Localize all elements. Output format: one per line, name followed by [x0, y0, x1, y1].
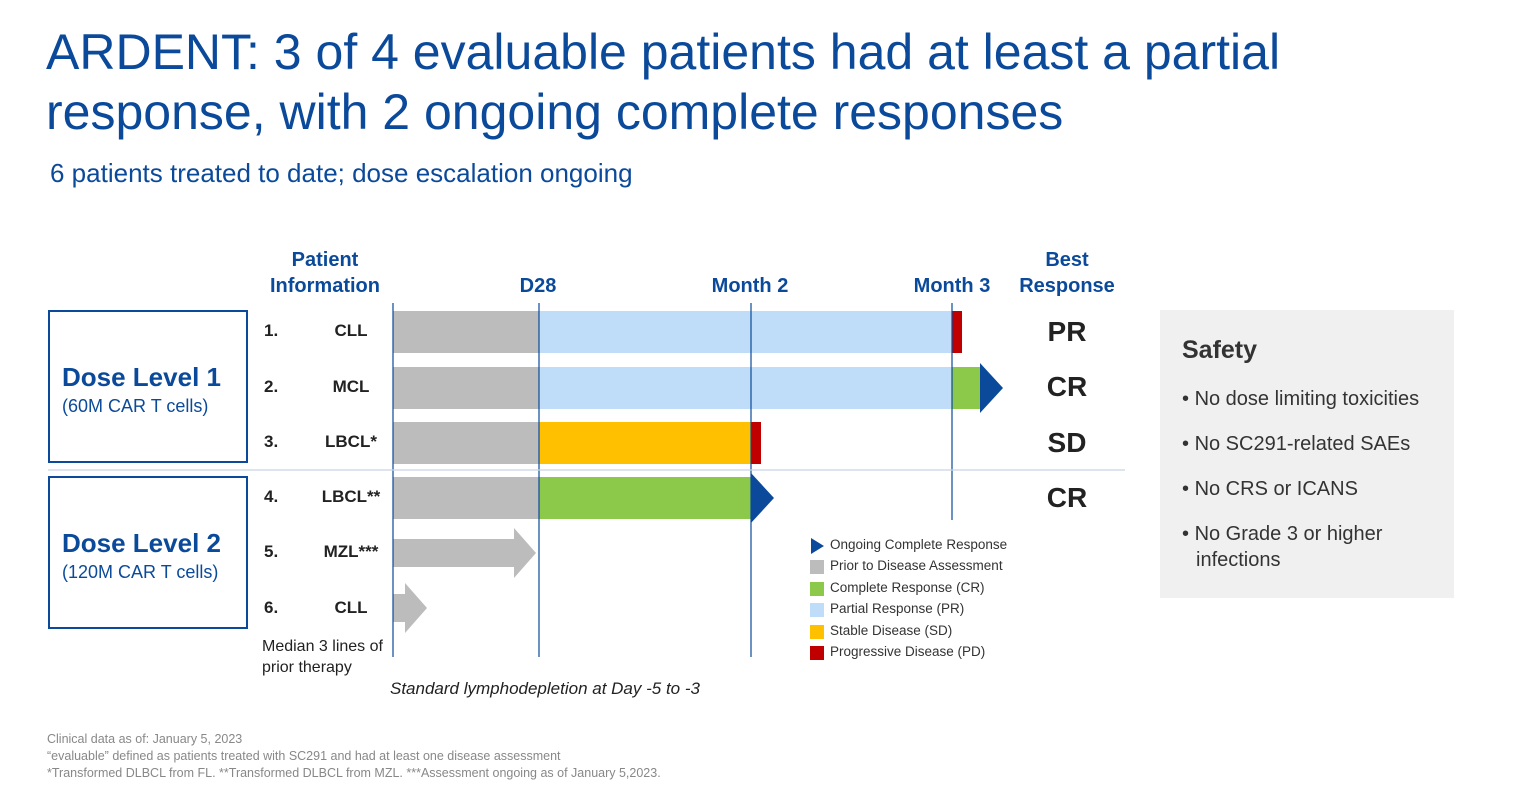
prior-assessment-arrow — [393, 528, 536, 578]
legend-swatch — [810, 645, 824, 660]
patient-number: 4. — [264, 487, 279, 506]
best-response-label: SD — [1047, 427, 1087, 458]
safety-item-text: No Grade 3 or higher infections — [1194, 523, 1383, 571]
safety-item-text: No SC291-related SAEs — [1194, 433, 1411, 455]
header-patient-info: Patient Information — [270, 249, 380, 297]
dose-level-2-name: Dose Level 2 — [62, 528, 221, 558]
safety-title: Safety — [1182, 336, 1258, 364]
complete-response-bar — [539, 477, 751, 519]
page-subtitle: 6 patients treated to date; dose escalat… — [50, 158, 633, 188]
patient-diagnosis: LBCL** — [321, 487, 381, 506]
legend-label: Complete Response (CR) — [830, 579, 985, 595]
dose-level-1-name: Dose Level 1 — [62, 362, 221, 392]
ongoing-response-triangle — [980, 363, 1003, 413]
page-title: ARDENT: 3 of 4 evaluable patients had at… — [46, 24, 1281, 140]
patient-diagnosis: MZL*** — [323, 542, 379, 561]
legend-label: Stable Disease (SD) — [830, 622, 953, 638]
legend-swatch — [810, 603, 824, 618]
header-month2: Month 2 — [711, 275, 789, 297]
legend-label: Progressive Disease (PD) — [830, 643, 986, 659]
header-d28: D28 — [519, 275, 557, 297]
header-best-response: Best Response — [1019, 249, 1115, 297]
progressive-disease-bar — [751, 422, 761, 464]
safety-item: • No Grade 3 or higher infections — [1182, 523, 1383, 571]
prior-assessment-bar — [393, 422, 539, 464]
stable-disease-bar — [539, 422, 751, 464]
patient-number: 1. — [264, 321, 279, 340]
partial-response-bar — [539, 367, 952, 409]
patient-diagnosis: MCL — [332, 377, 370, 396]
best-response-label: PR — [1047, 316, 1087, 347]
legend-swatch — [810, 581, 824, 596]
prior-assessment-bar — [393, 477, 539, 519]
patient-number: 6. — [264, 598, 279, 617]
patient-number: 3. — [264, 432, 279, 451]
safety-item-text: No dose limiting toxicities — [1194, 388, 1420, 410]
dose-level-1-cells: (60M CAR T cells) — [62, 396, 209, 416]
prior-assessment-bar — [393, 311, 539, 353]
legend-label: Prior to Disease Assessment — [830, 558, 1003, 574]
dose-level-2-cells: (120M CAR T cells) — [62, 562, 219, 582]
footnote: Clinical data as of: January 5, 2023 — [47, 732, 243, 746]
best-response-label: CR — [1046, 482, 1088, 513]
partial-response-bar — [539, 311, 952, 353]
dose-level-1-box: Dose Level 1 (60M CAR T cells) — [48, 310, 248, 463]
footnote: “evaluable” defined as patients treated … — [47, 749, 561, 763]
legend-label: Partial Response (PR) — [830, 601, 965, 617]
safety-item: • No SC291-related SAEs — [1182, 433, 1411, 455]
ongoing-response-triangle — [751, 473, 774, 523]
patient-number: 5. — [264, 542, 279, 561]
legend-swatch — [810, 560, 824, 575]
progressive-disease-bar — [952, 311, 962, 353]
safety-item: • No CRS or ICANS — [1182, 478, 1358, 500]
legend-label: Ongoing Complete Response — [830, 537, 1008, 552]
safety-panel: Safety • No dose limiting toxicities • N… — [1160, 310, 1454, 598]
median-prior-therapy-note: Median 3 lines of prior therapy — [262, 638, 383, 676]
dose-level-2-box: Dose Level 2 (120M CAR T cells) — [48, 476, 248, 629]
safety-item-text: No CRS or ICANS — [1194, 478, 1358, 500]
prior-assessment-bar — [393, 367, 539, 409]
prior-assessment-arrow — [393, 583, 427, 633]
legend-swatch — [810, 624, 824, 639]
best-response-label: CR — [1046, 371, 1088, 402]
ongoing-triangle-icon — [811, 538, 824, 554]
header-month3: Month 3 — [913, 275, 991, 297]
patient-diagnosis: CLL — [334, 598, 368, 617]
patient-diagnosis: CLL — [334, 321, 368, 340]
safety-item: • No dose limiting toxicities — [1182, 388, 1420, 410]
lymphodepletion-note: Standard lymphodepletion at Day -5 to -3 — [390, 679, 700, 698]
patient-diagnosis: LBCL* — [325, 432, 377, 451]
footnote: *Transformed DLBCL from FL. **Transforme… — [47, 766, 661, 780]
complete-response-bar — [952, 367, 980, 409]
patient-number: 2. — [264, 377, 279, 396]
